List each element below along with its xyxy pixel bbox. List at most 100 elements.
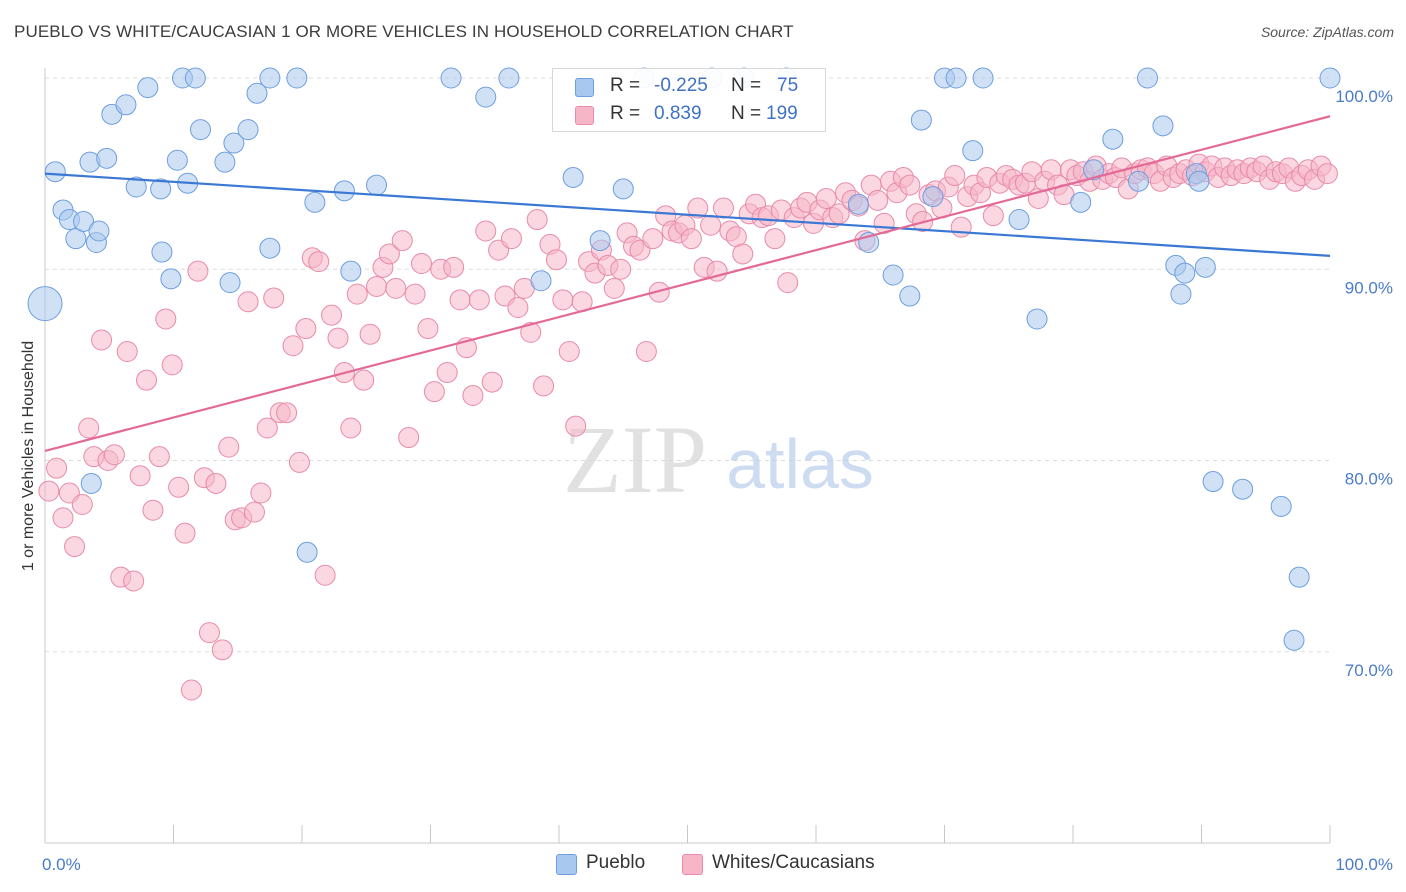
whites-point xyxy=(398,427,420,449)
pueblo-point xyxy=(1232,478,1254,500)
whites-point xyxy=(1316,163,1338,185)
whites-point xyxy=(256,417,278,439)
whites-point xyxy=(116,340,138,362)
whites-trend-line xyxy=(44,115,1331,453)
pueblo-point xyxy=(1083,159,1105,181)
legend-label: Pueblo xyxy=(586,852,646,873)
whites-point xyxy=(417,318,439,340)
whites-point xyxy=(46,457,68,479)
whites-point xyxy=(340,417,362,439)
whites-point xyxy=(243,501,265,523)
pueblo-point xyxy=(150,178,172,200)
whites-point xyxy=(168,476,190,498)
whites-point xyxy=(180,679,202,701)
pueblo-point xyxy=(166,149,188,171)
whites-point xyxy=(867,189,889,211)
pueblo-point xyxy=(1070,191,1092,213)
pueblo-point xyxy=(115,94,137,116)
whites-point xyxy=(944,165,966,187)
pueblo-point xyxy=(498,67,520,89)
pueblo-point xyxy=(88,220,110,242)
pueblo-point xyxy=(899,285,921,307)
tick-labels: 70.0% 80.0% 90.0% 100.0% 0.0% 100.0% xyxy=(42,87,1393,874)
pueblo-point xyxy=(1102,128,1124,150)
watermark: ZIP atlas xyxy=(563,406,874,513)
whites-point xyxy=(250,482,272,504)
whites-point xyxy=(282,335,304,357)
whites-point xyxy=(462,384,484,406)
whites-point xyxy=(308,251,330,273)
series-whites-points xyxy=(38,153,1338,701)
whites-point xyxy=(91,329,113,351)
whites-point xyxy=(565,415,587,437)
whites-point xyxy=(533,375,555,397)
r-value: -0.225 xyxy=(654,75,708,96)
pueblo-swatch xyxy=(575,78,594,97)
legend-label: Whites/Caucasians xyxy=(712,852,875,873)
pueblo-point xyxy=(65,228,87,250)
pueblo-point xyxy=(246,82,268,104)
pueblo-point xyxy=(1137,67,1159,89)
pueblo-point xyxy=(27,286,63,322)
whites-point xyxy=(391,230,413,252)
whites-point xyxy=(642,228,664,250)
whites-point xyxy=(687,197,709,219)
y-tick-label: 70.0% xyxy=(1345,661,1393,680)
whites-point xyxy=(950,216,972,238)
pueblo-point xyxy=(847,193,869,215)
whites-point xyxy=(700,214,722,236)
pueblo-point xyxy=(612,178,634,200)
whites-point xyxy=(404,283,426,305)
whites-point xyxy=(123,570,145,592)
pueblo-point xyxy=(237,119,259,141)
pueblo-point xyxy=(1188,170,1210,192)
pueblo-point xyxy=(1283,629,1305,651)
pueblo-point xyxy=(125,176,147,198)
whites-point xyxy=(288,451,310,473)
whites-point xyxy=(64,536,86,558)
pueblo-point xyxy=(96,147,118,169)
whites-point xyxy=(423,381,445,403)
pueblo-point xyxy=(1270,495,1292,517)
whites-point xyxy=(552,289,574,311)
pueblo-point xyxy=(137,77,159,99)
whites-point xyxy=(815,187,837,209)
whites-point xyxy=(276,402,298,424)
whites-point xyxy=(610,258,632,280)
whites-point xyxy=(218,436,240,458)
r-value: 0.839 xyxy=(654,103,702,124)
pueblo-point xyxy=(189,119,211,141)
r-label: R = xyxy=(610,75,641,96)
chart-title: PUEBLO VS WHITE/CAUCASIAN 1 OR MORE VEHI… xyxy=(14,22,794,41)
pueblo-point xyxy=(340,260,362,282)
trend-lines xyxy=(44,115,1331,453)
whites-point xyxy=(187,260,209,282)
pueblo-point xyxy=(1319,67,1341,89)
n-value: 199 xyxy=(766,103,798,124)
watermark-zip: ZIP xyxy=(563,406,707,513)
pueblo-point xyxy=(910,109,932,131)
pueblo-point xyxy=(259,67,281,89)
pueblo-point xyxy=(223,132,245,154)
whites-point xyxy=(71,493,93,515)
source-credit: Source: ZipAtlas.com xyxy=(1260,24,1394,40)
whites-point xyxy=(899,174,921,196)
whites-point xyxy=(777,272,799,294)
whites-point xyxy=(526,209,548,231)
pueblo-point xyxy=(962,140,984,162)
pueblo-trend-line xyxy=(44,172,1331,257)
y-tick-label: 80.0% xyxy=(1345,470,1393,489)
whites-point xyxy=(78,417,100,439)
pueblo-point xyxy=(1174,262,1196,284)
whites-point xyxy=(507,297,529,318)
pueblo-point xyxy=(1008,209,1030,231)
whites-point xyxy=(321,304,343,326)
whites-point xyxy=(603,277,625,299)
pueblo-point xyxy=(1202,471,1224,493)
whites-point xyxy=(136,369,158,391)
whites-point xyxy=(327,327,349,349)
pueblo-point xyxy=(333,180,355,202)
x-tick-label: 0.0% xyxy=(42,855,81,874)
whites-point xyxy=(385,277,407,299)
whites-point xyxy=(129,465,151,487)
